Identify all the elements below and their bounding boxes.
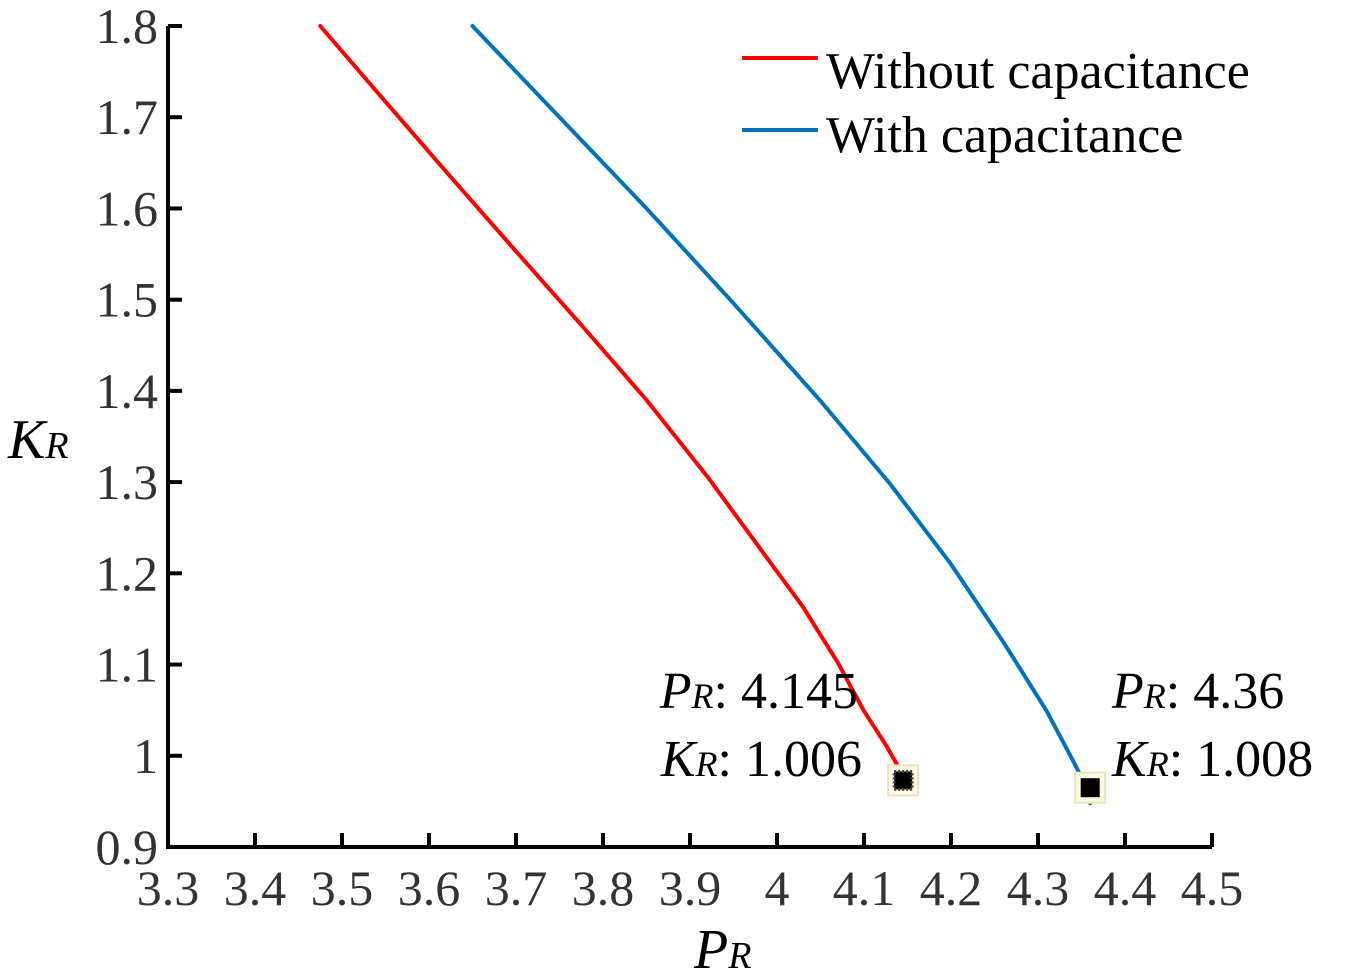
x-tick-label-2: 3.5 [311,860,374,916]
y-tick-label-4: 1.3 [96,454,159,510]
x-axis-label-sub: R [727,935,751,977]
x-axis-label: PR [693,919,751,980]
annotation-1-sub-p: R [691,676,714,716]
y-axis-label-sub: R [44,425,68,467]
x-tick-label-11: 4.4 [1094,860,1157,916]
datatip-marker-1[interactable] [1080,778,1100,798]
annotation-1-var-k: K [660,731,698,788]
legend-label-with-capacitance: With capacitance [826,107,1183,164]
annotation-2-value-k: : 1.008 [1169,731,1313,788]
legend: Without capacitance With capacitance [742,43,1250,164]
x-tick-label-5: 3.8 [572,860,635,916]
series-group [318,24,1093,806]
annotation-1-value-k: : 1.006 [718,731,862,788]
y-tick-label-5: 1.4 [96,363,159,419]
x-tick-label-8: 4.1 [833,860,896,916]
annotation-without-capacitance: PR: 4.145 KR: 1.006 [659,663,862,788]
y-tick-labels: 0.9 1 1.1 1.2 1.3 1.4 1.5 1.6 1.7 1.8 [96,0,159,875]
annotation-2-var-p: P [1111,663,1144,720]
x-tick-label-3: 3.6 [398,860,461,916]
annotation-1-sub-k: R [695,744,718,784]
series-line-without-capacitance [318,24,906,778]
y-tick-label-9: 1.8 [96,0,159,54]
series-line-with-capacitance [470,24,1093,806]
x-tick-label-1: 3.4 [224,860,287,916]
annotation-2-sub-p: R [1143,676,1166,716]
annotation-2-var-k: K [1111,731,1149,788]
annotation-2-value-p: : 4.36 [1166,663,1284,720]
y-tick-label-7: 1.6 [96,180,159,236]
x-tick-labels: 3.3 3.4 3.5 3.6 3.7 3.8 3.9 4 4.1 4.2 4.3 4.4 4.5 [137,860,1244,916]
x-tick-label-0: 3.3 [137,860,200,916]
annotation-2-line-2: KR: 1.008 [1111,731,1313,788]
x-tick-label-12: 4.5 [1181,860,1244,916]
y-axis-label: KR [7,409,69,471]
x-tick-label-7: 4 [765,860,790,916]
x-tick-label-4: 3.7 [485,860,548,916]
annotation-1-line-1: PR: 4.145 [659,663,858,720]
marker-group [887,764,1107,804]
legend-label-without-capacitance: Without capacitance [826,43,1250,100]
annotation-with-capacitance: PR: 4.36 KR: 1.008 [1111,663,1313,788]
y-tick-label-0: 0.9 [96,819,159,875]
x-tick-label-10: 4.3 [1007,860,1070,916]
y-tick-label-8: 1.7 [96,89,159,145]
y-ticks [168,24,182,849]
x-tick-label-9: 4.2 [920,860,983,916]
datatip-marker-0[interactable] [892,769,914,791]
x-axis-label-main: P [693,919,728,980]
annotation-1-value-p: : 4.145 [714,663,858,720]
y-tick-label-1: 1 [133,728,158,784]
y-tick-label-2: 1.1 [96,637,159,693]
y-tick-label-6: 1.5 [96,272,159,328]
annotation-1-var-p: P [659,663,692,720]
annotation-2-line-1: PR: 4.36 [1111,663,1284,720]
annotation-1-line-2: KR: 1.006 [660,731,862,788]
y-tick-label-3: 1.2 [96,545,159,601]
x-ticks [166,833,1214,847]
x-tick-label-6: 3.9 [659,860,722,916]
annotation-2-sub-k: R [1146,744,1169,784]
y-axis-label-main: K [7,409,48,471]
